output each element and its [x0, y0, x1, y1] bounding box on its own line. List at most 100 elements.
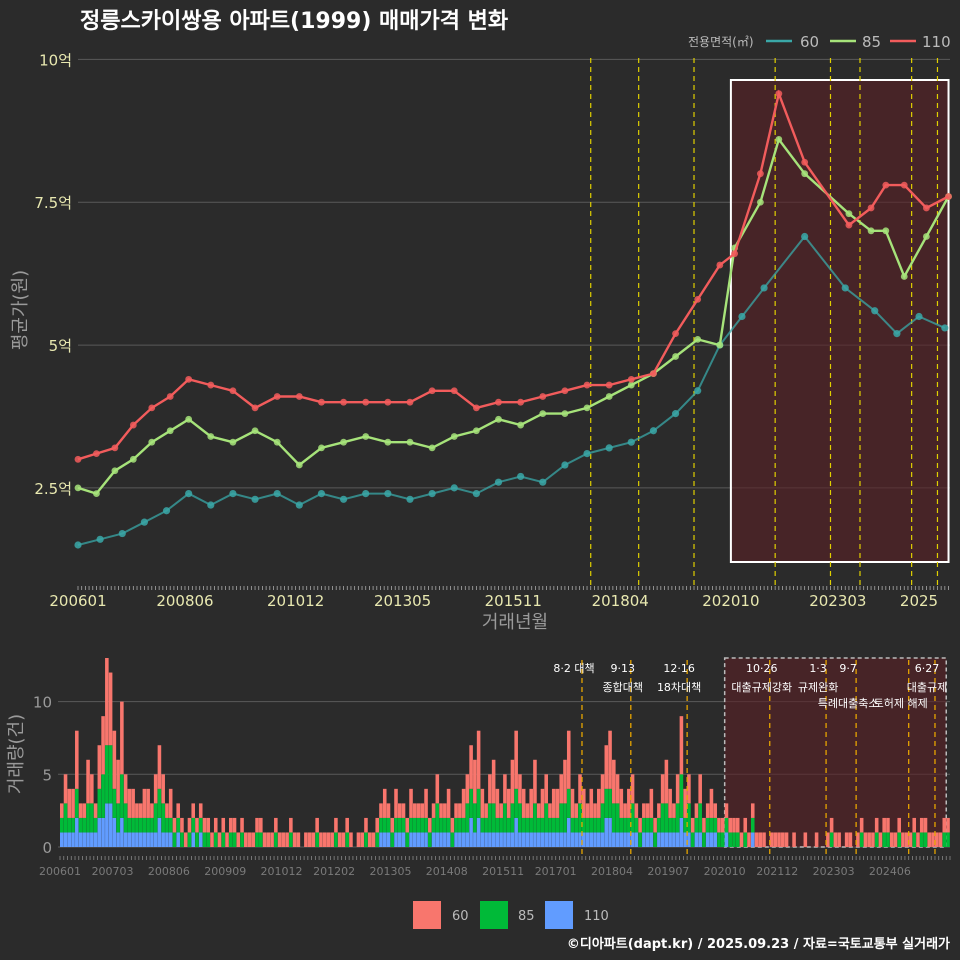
volume-bar-60	[687, 774, 691, 804]
volume-bar-110	[480, 832, 485, 847]
volume-bar-110	[615, 832, 620, 847]
volume-bar-60	[202, 817, 207, 833]
series-point-60	[494, 478, 503, 486]
series-point-85	[295, 461, 303, 469]
volume-bar-85	[559, 803, 564, 833]
volume-bar-85	[683, 817, 687, 833]
volume-bar-85	[334, 832, 338, 847]
series-point-60	[915, 312, 923, 321]
volume-bar-60	[672, 803, 676, 818]
volume-bar-60	[225, 832, 229, 847]
series-point-60	[251, 495, 259, 503]
volume-bar-110	[379, 832, 383, 847]
volume-bar-60	[743, 817, 748, 833]
series-point-110	[207, 381, 215, 389]
volume-bar-60	[97, 745, 102, 789]
volume-bar-60	[837, 832, 841, 847]
volume-bar-110	[491, 832, 496, 847]
volume-bar-60	[653, 817, 657, 833]
price-x-tick-label: 202010	[702, 592, 759, 610]
volume-bar-60	[608, 730, 612, 789]
volume-bar-110	[93, 832, 98, 847]
volume-bar-60	[157, 745, 162, 789]
volume-bar-85	[657, 817, 661, 833]
volume-x-tick-label: 201408	[426, 865, 468, 878]
volume-y-tick-label: 5	[42, 766, 52, 784]
policy-label-date: 9·13	[611, 662, 636, 675]
series-point-60	[941, 324, 949, 332]
series-point-110	[731, 250, 738, 258]
volume-bar-60	[781, 832, 785, 847]
volume-bar-110	[518, 832, 522, 847]
bar-legend-swatch-110	[545, 901, 573, 929]
volume-bar-60	[555, 788, 560, 818]
volume-bar-110	[698, 832, 702, 847]
series-point-60	[738, 312, 746, 321]
volume-bar-60	[319, 832, 323, 847]
volume-bar-60	[112, 730, 117, 789]
volume-bar-110	[713, 832, 717, 847]
series-point-110	[166, 393, 174, 400]
volume-bar-85	[533, 803, 537, 833]
volume-bar-60	[863, 832, 868, 847]
bar-legend-label-60: 60	[452, 909, 469, 924]
series-point-60	[273, 489, 281, 498]
volume-bar-110	[506, 832, 511, 847]
volume-bar-60	[826, 832, 830, 847]
volume-bar-110	[585, 832, 590, 847]
volume-bar-60	[195, 817, 199, 833]
volume-bar-60	[270, 832, 274, 847]
volume-bar-85	[709, 817, 714, 833]
legend-label-60: 60	[800, 33, 819, 51]
volume-bar-60	[123, 774, 128, 804]
series-point-60	[162, 507, 171, 515]
volume-bar-60	[116, 759, 120, 804]
volume-x-tick-label: 202010	[704, 865, 746, 878]
volume-bar-60	[600, 774, 605, 804]
volume-bar-110	[581, 832, 586, 847]
volume-bar-60	[105, 658, 109, 746]
volume-bar-60	[889, 832, 894, 847]
volume-bar-110	[488, 832, 492, 847]
volume-bar-60	[683, 788, 687, 818]
volume-bar-85	[705, 817, 710, 833]
volume-bar-85	[375, 832, 380, 847]
volume-bar-110	[566, 817, 571, 847]
volume-bar-110	[416, 832, 421, 847]
volume-bar-85	[529, 817, 533, 833]
series-point-85	[340, 438, 347, 446]
volume-bar-110	[630, 832, 635, 847]
volume-bar-60	[664, 759, 669, 804]
volume-bar-60	[814, 832, 819, 847]
volume-bar-85	[345, 832, 349, 847]
legend-title: 전용면적(㎡)	[688, 35, 754, 49]
volume-bar-85	[491, 803, 496, 833]
volume-bar-85	[394, 817, 398, 833]
series-point-60	[207, 501, 215, 509]
volume-bar-60	[206, 817, 211, 833]
volume-bar-85	[202, 832, 207, 847]
series-point-110	[148, 404, 156, 412]
volume-bar-85	[195, 832, 199, 847]
volume-bar-60	[341, 832, 346, 847]
volume-bar-110	[675, 832, 680, 847]
volume-x-tick-label: 202303	[813, 865, 855, 878]
series-point-110	[384, 398, 392, 406]
series-point-85	[627, 381, 635, 389]
volume-bar-110	[709, 832, 714, 847]
series-point-85	[207, 433, 215, 440]
volume-bar-110	[168, 832, 173, 847]
series-point-110	[716, 261, 724, 269]
volume-bar-60	[874, 817, 879, 833]
volume-bar-110	[536, 832, 541, 847]
volume-bar-60	[439, 803, 443, 818]
volume-bar-85	[604, 788, 609, 818]
volume-bar-110	[705, 832, 710, 847]
volume-bar-60	[304, 832, 308, 847]
series-point-60	[583, 450, 591, 458]
volume-bar-60	[886, 817, 890, 833]
volume-bar-60	[131, 788, 135, 818]
series-point-85	[845, 210, 853, 218]
volume-bar-60	[927, 832, 932, 847]
volume-bar-85	[525, 817, 530, 833]
